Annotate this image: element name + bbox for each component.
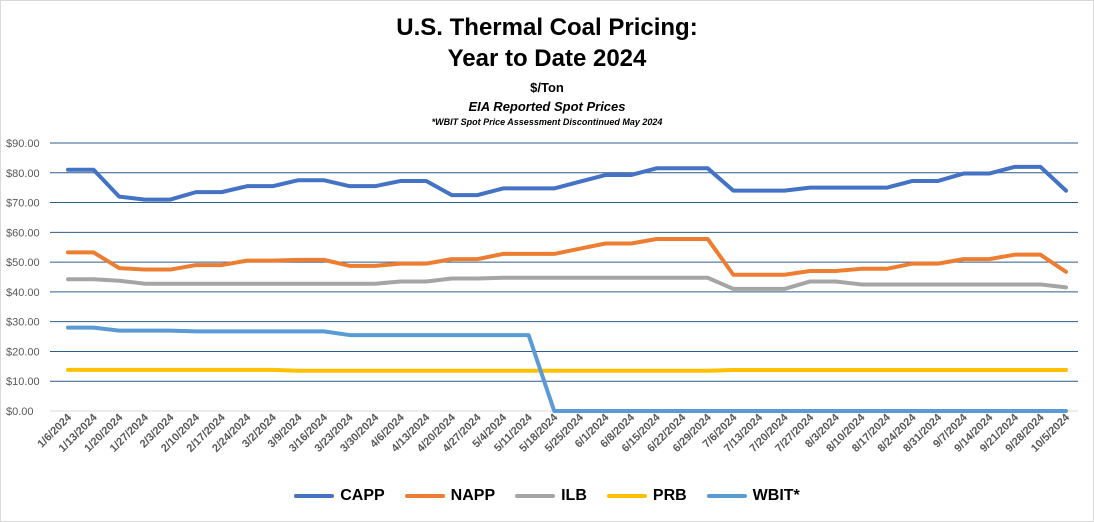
y-tick-label: $40.00 [6,287,40,299]
y-tick-label: $60.00 [6,227,40,239]
chart-title-line-2: Year to Date 2024 [447,45,647,72]
legend-label: ILB [561,487,587,504]
legend-swatch [606,494,647,498]
chart-title-block: U.S. Thermal Coal Pricing: Year to Date … [0,12,1094,128]
source-note: EIA Reported Spot Prices [468,99,626,114]
x-axis-labels: 1/6/20241/13/20241/20/20241/27/20242/3/2… [35,411,1072,455]
chart-title-line-1: U.S. Thermal Coal Pricing: [396,14,698,41]
legend-label: CAPP [340,487,385,504]
legend-swatch [706,494,747,498]
y-tick-label: $10.00 [6,376,40,388]
legend-item: CAPP [294,487,385,505]
series-line-napp [66,237,1068,277]
footnote: *WBIT Spot Price Assessment Discontinued… [431,117,663,127]
legend-swatch [404,494,445,498]
series-line-prb [66,367,1068,373]
y-tick-label: $20.00 [6,346,40,358]
legend-swatch [515,494,556,498]
legend-item: ILB [515,487,587,505]
chart-subtitle: $/Ton [530,80,564,95]
legend-item: WBIT* [706,487,800,505]
y-tick-label: $90.00 [6,138,40,150]
series-line-ilb [66,275,1068,291]
y-tick-label: $80.00 [6,168,40,180]
y-tick-label: $0.00 [6,406,34,418]
y-tick-label: $30.00 [6,317,40,329]
legend-label: NAPP [450,487,496,504]
legend: CAPP NAPP ILB PRB WBIT* [0,487,1094,505]
y-tick-label: $70.00 [6,198,40,210]
legend-swatch [294,494,335,498]
legend-item: NAPP [404,487,496,505]
y-axis-labels: $0.00 $10.00 $20.00 $30.00 $40.00 $50.00 $60.0… [6,138,40,418]
series-line-wbit [66,325,1068,413]
series-lines [66,164,1068,413]
series-line-capp [66,164,1068,202]
y-tick-label: $50.00 [6,257,40,269]
legend-item: PRB [606,487,687,505]
legend-label: WBIT* [752,487,800,504]
legend-label: PRB [652,487,687,504]
